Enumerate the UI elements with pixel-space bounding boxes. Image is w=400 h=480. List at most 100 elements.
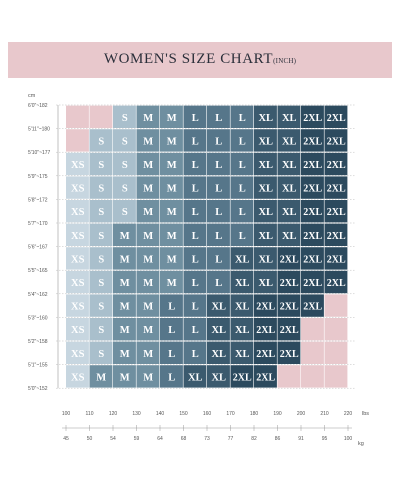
size-cell-label: L — [239, 207, 246, 218]
size-cell-label: M — [167, 113, 177, 124]
size-cell-label: L — [192, 136, 199, 147]
lbs-tick-label: 160 — [203, 411, 212, 417]
size-cell — [160, 341, 183, 364]
size-cell-label: XL — [235, 349, 250, 360]
size-cell-label: L — [192, 207, 199, 218]
size-cell — [277, 176, 301, 199]
size-cell — [277, 341, 301, 364]
height-label: 5'4"~162 — [28, 292, 48, 298]
size-cell-label: L — [215, 136, 222, 147]
size-cell — [207, 365, 230, 388]
size-cell-label: M — [143, 372, 153, 383]
size-cell — [66, 341, 89, 364]
size-cell-label: L — [192, 231, 199, 242]
size-cell-label: 2XL — [303, 231, 322, 242]
size-cell-label: L — [215, 207, 222, 218]
size-cell-label: M — [167, 136, 177, 147]
size-cell — [113, 176, 136, 199]
size-cell — [136, 200, 160, 223]
size-cell — [136, 223, 160, 246]
kg-tick-label: 77 — [228, 436, 234, 442]
size-cell — [230, 365, 254, 388]
size-cell-label: S — [98, 254, 104, 265]
size-cell-label: M — [167, 160, 177, 171]
size-cell — [277, 152, 301, 176]
size-cell — [207, 270, 230, 294]
size-cell-label: S — [122, 136, 128, 147]
size-cell — [277, 294, 301, 317]
size-cell — [113, 341, 136, 364]
size-cell — [254, 105, 277, 128]
size-cell — [136, 247, 160, 270]
size-cell — [207, 318, 230, 341]
size-cell — [254, 341, 277, 364]
kg-unit-label: kg — [358, 441, 364, 447]
size-cell-label: XL — [211, 349, 226, 360]
title-unit: (INCH) — [273, 57, 297, 65]
size-cell-label: L — [168, 349, 175, 360]
size-cell — [230, 270, 254, 294]
size-cell-empty — [301, 318, 324, 341]
size-cell — [207, 200, 230, 223]
size-cell-label: 2XL — [280, 349, 299, 360]
size-cell — [66, 152, 89, 176]
size-cell-label: M — [120, 231, 130, 242]
size-cell-label: 2XL — [256, 349, 275, 360]
size-cell-empty — [324, 365, 348, 388]
size-cell — [89, 318, 113, 341]
size-cell-label: XL — [235, 254, 250, 265]
size-cell-label: L — [239, 136, 246, 147]
size-cell-label: XL — [188, 372, 203, 383]
size-cell-empty — [301, 341, 324, 364]
size-cell-label: XS — [71, 302, 85, 313]
size-cell-label: M — [143, 349, 153, 360]
lbs-tick-label: 200 — [297, 411, 306, 417]
size-cell-label: 2XL — [233, 372, 252, 383]
size-cell — [301, 200, 324, 223]
size-cell — [277, 270, 301, 294]
size-cell — [230, 152, 254, 176]
size-cell — [254, 294, 277, 317]
size-cell — [277, 318, 301, 341]
size-cell-label: M — [167, 207, 177, 218]
lbs-tick-label: 190 — [273, 411, 282, 417]
size-cell — [254, 318, 277, 341]
lbs-tick-label: 220 — [344, 411, 353, 417]
lbs-tick-label: 170 — [226, 411, 235, 417]
size-cell — [113, 318, 136, 341]
size-cell — [207, 176, 230, 199]
kg-tick-label: 54 — [110, 436, 116, 442]
size-cell-label: L — [168, 325, 175, 336]
size-cell-label: XL — [258, 278, 273, 289]
size-cell — [89, 365, 113, 388]
size-cell — [324, 105, 348, 128]
size-cell-label: 2XL — [280, 325, 299, 336]
size-cell — [136, 176, 160, 199]
size-cell — [301, 105, 324, 128]
size-cell — [254, 152, 277, 176]
size-cell — [66, 247, 89, 270]
size-cell-label: M — [120, 278, 130, 289]
size-cell — [66, 318, 89, 341]
size-cell-label: S — [98, 231, 104, 242]
size-cell-label: 2XL — [327, 254, 346, 265]
size-cell-label: 2XL — [327, 113, 346, 124]
size-cell — [66, 294, 89, 317]
size-cell-label: L — [192, 254, 199, 265]
size-cell-label: M — [120, 349, 130, 360]
size-cell — [136, 270, 160, 294]
size-cell — [207, 152, 230, 176]
size-cell-label: XL — [282, 136, 297, 147]
size-cell-label: S — [98, 302, 104, 313]
size-cell — [113, 294, 136, 317]
kg-tick-label: 86 — [275, 436, 281, 442]
size-cell-label: XL — [282, 231, 297, 242]
size-cell-label: M — [143, 302, 153, 313]
size-cell-label: M — [143, 113, 153, 124]
size-cell-label: M — [96, 372, 106, 383]
size-cell-label: XL — [258, 136, 273, 147]
size-cell-label: M — [143, 184, 153, 195]
size-cell — [66, 223, 89, 246]
height-label: 5'2"~158 — [28, 339, 48, 345]
size-cell-label: S — [98, 184, 104, 195]
